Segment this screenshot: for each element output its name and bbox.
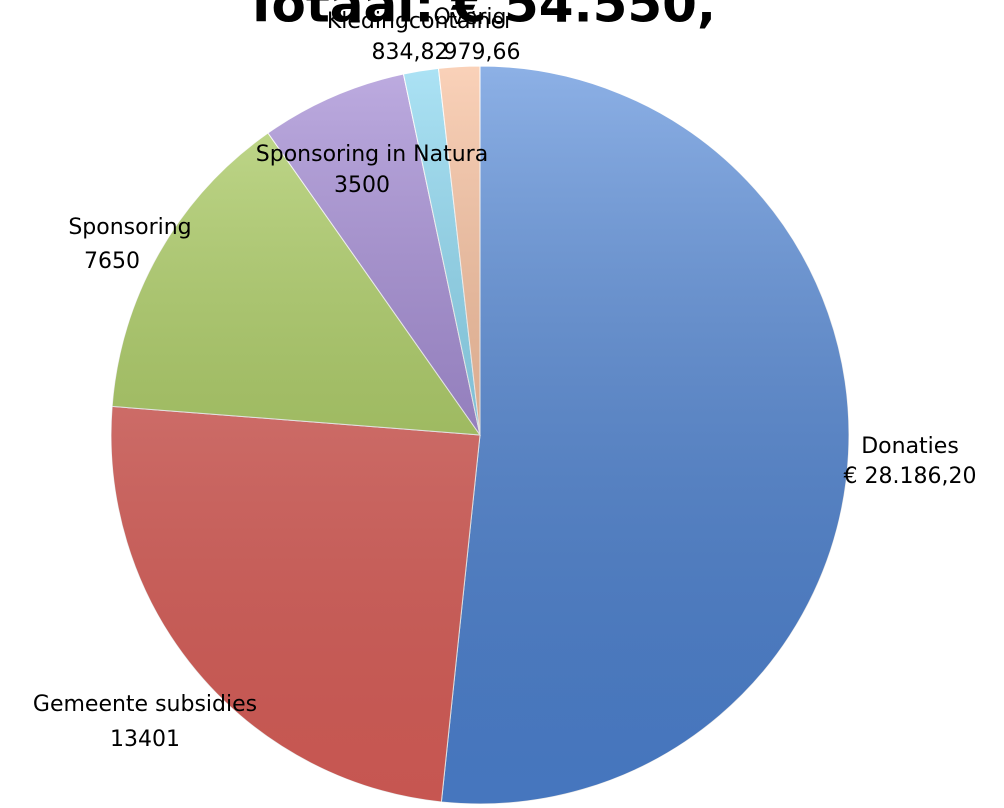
slice-label: Sponsoring in Natura [256, 142, 488, 167]
data-label: 979,66 [444, 40, 521, 65]
pie-slice [440, 65, 850, 805]
slice-label: Kledingcontainer [327, 9, 514, 34]
slice-label: Sponsoring [68, 215, 191, 240]
data-label: 3500 [334, 173, 390, 198]
data-label: 834,82 [372, 40, 449, 65]
slice-label: Overig [434, 5, 507, 30]
slice-label: Donaties [861, 434, 959, 459]
chart-title: Totaal: € 54.550, [244, 0, 716, 34]
data-label: € 28.186,20 [844, 464, 977, 489]
data-label: 13401 [110, 727, 180, 752]
slice-label: Gemeente subsidies [33, 692, 257, 717]
data-label: 7650 [84, 249, 140, 274]
